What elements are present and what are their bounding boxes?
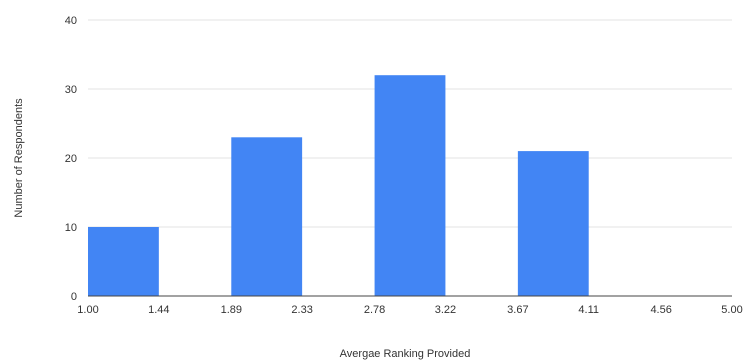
x-tick-label: 4.11 xyxy=(578,304,599,316)
bars xyxy=(88,75,589,296)
x-tick-label: 1.00 xyxy=(77,304,98,316)
bar-4 xyxy=(517,151,589,296)
x-tick-label: 3.22 xyxy=(435,304,456,316)
bar-3 xyxy=(374,75,446,296)
x-tick-label: 2.33 xyxy=(291,304,312,316)
y-axis-ticks: 0 10 20 30 40 xyxy=(65,15,77,303)
x-tick-label: 1.44 xyxy=(148,304,169,316)
y-axis-title: Number of Respondents xyxy=(13,98,25,218)
y-tick-label: 30 xyxy=(65,84,77,96)
bar-2 xyxy=(231,137,303,296)
y-tick-label: 40 xyxy=(65,15,77,27)
bar-1 xyxy=(88,227,159,296)
y-tick-label: 10 xyxy=(65,222,77,234)
x-tick-label: 1.89 xyxy=(221,304,242,316)
x-tick-label: 5.00 xyxy=(721,304,742,316)
x-tick-label: 2.78 xyxy=(364,304,385,316)
y-tick-label: 0 xyxy=(71,291,77,303)
x-axis-title: Avergae Ranking Provided xyxy=(340,348,471,360)
x-axis-ticks: 1.00 1.44 1.89 2.33 2.78 3.22 3.67 4.11 4.56 5.00 xyxy=(77,304,742,316)
y-tick-label: 20 xyxy=(65,153,77,165)
x-tick-label: 4.56 xyxy=(650,304,671,316)
x-tick-label: 3.67 xyxy=(507,304,528,316)
